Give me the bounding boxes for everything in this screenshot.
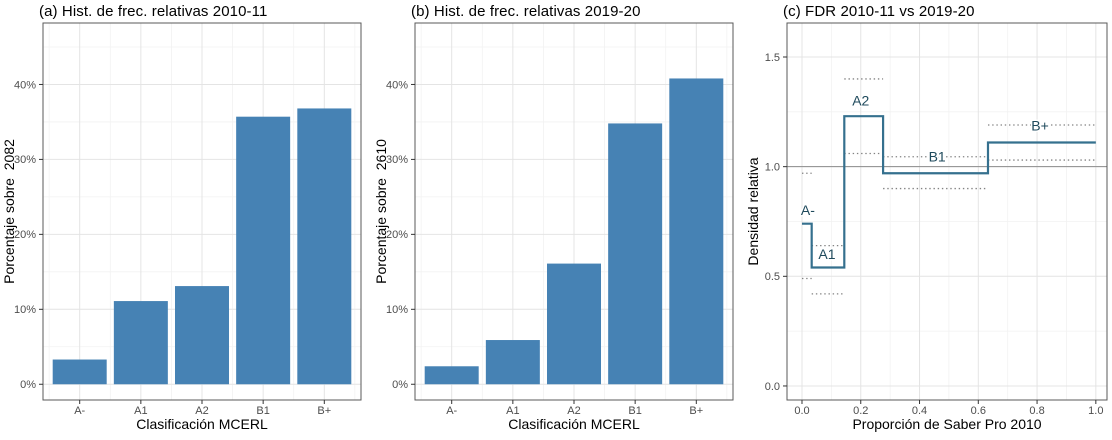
bar-A1 — [113, 301, 168, 385]
panel-a-title: (a) Hist. de frec. relativas 2010-11 — [39, 3, 268, 20]
y-tick-label: 20% — [386, 229, 408, 241]
fdr-step-line — [801, 115, 1096, 269]
x-tick-label: A- — [74, 405, 85, 417]
panel-c-fdr: (c) FDR 2010-11 vs 2019-20 A- A1 A2 B1 B+ 0.0… — [744, 0, 1112, 440]
y-tick-label: 10% — [14, 304, 36, 316]
panel-b-hist-2019-20: (b) Hist. de frec. relativas 2019-20 A- A… — [372, 0, 744, 440]
y-tick-label: 0.0 — [765, 381, 780, 393]
segment-label-A1: A1 — [818, 246, 835, 262]
x-tick-label: A2 — [567, 405, 580, 417]
x-tick-label: 0.6 — [971, 405, 986, 417]
y-tick-label: 30% — [386, 154, 408, 166]
panel-background — [787, 23, 1107, 400]
bar-B1 — [608, 123, 663, 385]
bar-B+ — [297, 108, 352, 385]
y-tick-label: 0% — [20, 379, 36, 391]
x-tick-label: A1 — [506, 405, 519, 417]
x-tick-label: A- — [446, 405, 457, 417]
x-tick-label: 0.8 — [1029, 405, 1044, 417]
segment-label-A-: A- — [801, 202, 815, 218]
y-tick-label: 20% — [14, 229, 36, 241]
panel-border — [786, 22, 1108, 401]
bar-A2 — [175, 286, 229, 385]
segment-label-A2: A2 — [852, 92, 869, 108]
panel-a-plot: A- A1 A2 B1 B+ 0% 10% 20% 30% 40% Clasificación MC… — [1, 22, 362, 432]
y-axis-title: Porcentaje sobre 2082 — [1, 139, 17, 284]
y-tick-label: 0% — [392, 379, 408, 391]
x-tick-label: B1 — [628, 405, 641, 417]
x-tick-label: B+ — [689, 405, 703, 417]
x-tick-label: A2 — [195, 405, 208, 417]
x-axis-title: Clasificación MCERL — [508, 416, 640, 432]
x-axis-title: Proporción de Saber Pro 2010 — [852, 416, 1041, 432]
panel-b-title: (b) Hist. de frec. relativas 2019-20 — [411, 3, 641, 20]
segment-label-B1: B1 — [929, 148, 946, 164]
panel-b-plot: A- A1 A2 B1 B+ 0% 10% 20% 30% 40% Clasificación MC… — [373, 22, 734, 432]
x-tick-label: B+ — [317, 405, 331, 417]
bar-A2 — [547, 263, 601, 385]
x-tick-label: 0.0 — [794, 405, 809, 417]
bar-B1 — [236, 116, 291, 385]
bar-A- — [424, 366, 479, 385]
y-tick-label: 1.0 — [765, 161, 780, 173]
x-tick-label: 1.0 — [1088, 405, 1103, 417]
y-tick-label: 1.5 — [765, 52, 780, 64]
y-tick-label: 0.5 — [765, 271, 780, 283]
panel-a-hist-2010-11: (a) Hist. de frec. relativas 2010-11 A- A… — [0, 0, 372, 440]
x-tick-label: A1 — [134, 405, 147, 417]
y-tick-label: 10% — [386, 304, 408, 316]
bar-A1 — [485, 340, 540, 385]
panel-c-title: (c) FDR 2010-11 vs 2019-20 — [783, 3, 975, 20]
x-tick-label: 0.2 — [853, 405, 868, 417]
segment-label-B+: B+ — [1031, 118, 1049, 134]
panel-c-plot: A- A1 A2 B1 B+ 0.0 0.2 0.4 0.6 0.8 1.0 0.0 0.5 1.0 1.5… — [745, 22, 1108, 432]
y-tick-label: 30% — [14, 154, 36, 166]
y-axis-title: Densidad relativa — [745, 157, 761, 265]
x-tick-label: B1 — [256, 405, 269, 417]
y-tick-label: 40% — [386, 79, 408, 91]
x-axis-title: Clasificación MCERL — [136, 416, 268, 432]
bar-B+ — [669, 78, 724, 385]
bar-A- — [52, 359, 107, 385]
y-tick-label: 40% — [14, 79, 36, 91]
y-axis-title: Porcentaje sobre 2610 — [373, 139, 389, 284]
x-tick-label: 0.4 — [912, 405, 927, 417]
